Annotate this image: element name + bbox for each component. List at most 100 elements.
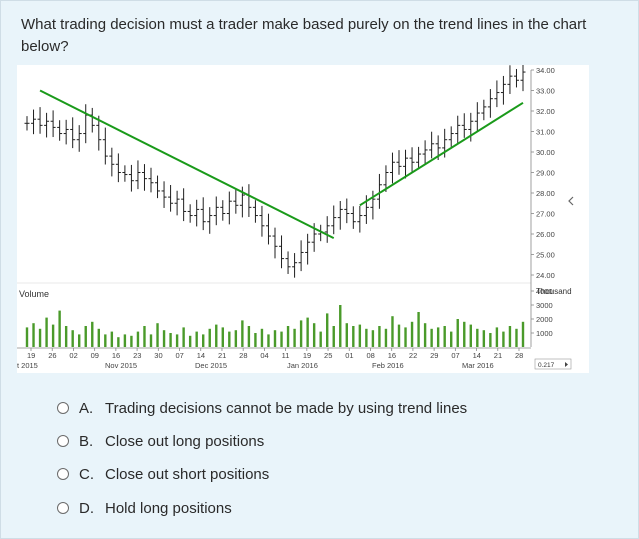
volume-bar — [489, 333, 492, 347]
price-bar — [305, 233, 311, 265]
price-bar — [429, 131, 435, 159]
price-bar — [109, 147, 115, 177]
volume-bar — [326, 313, 329, 347]
volume-bar — [430, 328, 433, 347]
volume-bar — [443, 326, 446, 347]
volume-bar — [482, 330, 486, 347]
x-tick-label: 14 — [197, 351, 205, 360]
volume-bar — [221, 327, 224, 347]
volume-bar — [267, 334, 270, 347]
x-tick-label: 21 — [494, 351, 502, 360]
option-text: Close out short positions — [105, 465, 270, 483]
volume-bar — [280, 331, 283, 347]
volume-bar — [417, 312, 420, 347]
x-month-label: Feb 2016 — [372, 361, 404, 370]
price-tick-label: 25.00 — [536, 251, 555, 260]
radio-button[interactable] — [57, 402, 69, 414]
price-tick-label: 28.00 — [536, 189, 555, 198]
price-bar — [174, 190, 180, 216]
x-tick-label: 23 — [133, 351, 141, 360]
volume-bar — [456, 319, 459, 347]
price-bar — [344, 198, 350, 224]
volume-bar — [84, 326, 87, 347]
price-bar — [350, 206, 356, 229]
price-bar — [389, 152, 395, 184]
volume-bar — [463, 321, 466, 347]
price-bar — [63, 119, 69, 145]
volume-bar — [123, 334, 127, 347]
price-bar — [135, 160, 141, 190]
volume-bar — [130, 335, 133, 347]
x-tick-label: 26 — [48, 351, 56, 360]
price-bar — [161, 181, 167, 208]
price-tick-label: 30.00 — [536, 148, 555, 157]
price-bar — [148, 167, 154, 193]
volume-bar — [384, 328, 388, 347]
volume-bar — [91, 321, 94, 347]
price-bar — [494, 80, 500, 108]
volume-bar — [143, 326, 146, 347]
volume-bar — [104, 334, 107, 347]
volume-bar — [352, 326, 355, 347]
price-bar — [115, 153, 121, 183]
volume-bar — [345, 323, 348, 347]
volume-bar — [78, 334, 81, 347]
x-tick-label: 07 — [176, 351, 184, 360]
price-bar — [265, 213, 271, 245]
price-bar — [370, 190, 376, 220]
x-tick-label: 11 — [282, 351, 290, 360]
price-bar — [89, 107, 95, 133]
volume-bar — [51, 324, 55, 347]
x-month-label: t 2015 — [17, 361, 38, 370]
volume-tick-label: 3000 — [536, 301, 553, 310]
x-tick-label: 07 — [451, 351, 459, 360]
option-d[interactable]: D. Hold long positions — [57, 496, 577, 520]
price-bar — [337, 200, 343, 230]
volume-bar — [71, 330, 74, 347]
volume-bar — [476, 328, 479, 347]
scroll-left-arrow-icon[interactable] — [568, 196, 574, 206]
price-bar — [272, 227, 278, 259]
price-bar — [357, 205, 363, 233]
price-tick-label: 26.00 — [536, 230, 555, 239]
price-bar — [403, 149, 409, 179]
volume-bar — [397, 324, 401, 347]
zoom-badge[interactable]: 0.217 — [534, 358, 572, 370]
volume-bar — [136, 331, 140, 347]
volume-bar — [110, 331, 114, 347]
radio-button[interactable] — [57, 502, 69, 514]
radio-button[interactable] — [57, 435, 69, 447]
x-tick-label: 19 — [27, 351, 35, 360]
volume-bar — [64, 326, 68, 347]
option-c[interactable]: C. Close out short positions — [57, 462, 577, 486]
price-bar — [422, 140, 428, 165]
option-letter: C. — [79, 465, 94, 483]
price-tick-label: 34.00 — [536, 66, 555, 75]
price-bar — [102, 127, 108, 165]
volume-bar — [25, 327, 29, 347]
price-bar — [141, 164, 147, 191]
x-tick-label: 30 — [154, 351, 162, 360]
price-bar — [226, 191, 232, 225]
price-bar — [83, 104, 89, 144]
price-bar — [213, 196, 219, 226]
option-a[interactable]: A. Trading decisions cannot be made by u… — [57, 396, 577, 420]
radio-button[interactable] — [57, 468, 69, 480]
price-bar — [383, 165, 389, 192]
volume-bar — [286, 326, 290, 347]
x-tick-label: 02 — [69, 351, 77, 360]
price-bar — [455, 115, 461, 145]
price-bar — [96, 115, 102, 151]
price-bar — [128, 164, 134, 192]
price-tick-label: 27.00 — [536, 210, 555, 219]
x-month-label: Nov 2015 — [105, 361, 137, 370]
volume-bar — [208, 328, 211, 347]
price-tick-label: 29.00 — [536, 169, 555, 178]
volume-bar — [365, 328, 368, 347]
option-b[interactable]: B. Close out long positions — [57, 429, 577, 453]
price-bar — [461, 113, 467, 138]
price-bar — [448, 126, 454, 147]
price-bar — [37, 107, 43, 134]
volume-bar — [293, 328, 296, 347]
volume-bar — [234, 330, 238, 347]
